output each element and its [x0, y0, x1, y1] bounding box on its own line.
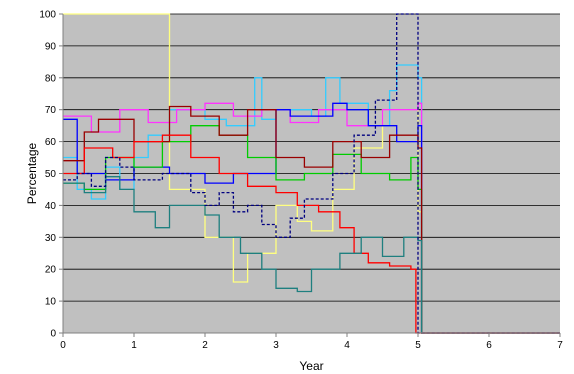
y-tick-label: 20 — [45, 265, 57, 276]
x-tick-label: 6 — [486, 340, 492, 351]
y-tick-label: 60 — [45, 137, 57, 148]
y-tick-label: 30 — [45, 233, 57, 244]
series-line-6 — [63, 105, 560, 334]
y-tick-labels: 0 10 20 30 40 50 60 70 80 90 100 — [39, 10, 63, 340]
series-line-4 — [63, 102, 560, 334]
series-line-2 — [63, 64, 560, 334]
y-tick-label: 40 — [45, 201, 57, 212]
y-tick-label: 70 — [45, 105, 57, 116]
series-lines — [63, 13, 560, 334]
x-tick-label: 7 — [557, 340, 563, 351]
series-line-5 — [63, 125, 560, 334]
y-tick-label: 90 — [45, 41, 57, 52]
y-tick-label: 100 — [39, 10, 56, 21]
x-tick-label: 4 — [344, 340, 350, 351]
series-line-7 — [63, 134, 560, 334]
x-tick-label: 2 — [202, 340, 208, 351]
x-tick-label: 5 — [415, 340, 421, 351]
x-tick-labels: 0 1 2 3 4 5 6 7 — [60, 333, 563, 351]
y-tick-label: 0 — [50, 329, 56, 340]
x-tick-label: 0 — [60, 340, 66, 351]
y-tick-label: 10 — [45, 297, 57, 308]
y-axis-title: Percentage — [25, 142, 39, 204]
series-line-3 — [63, 102, 560, 334]
x-axis-title: Year — [299, 359, 323, 373]
series-line-8 — [63, 176, 560, 334]
y-tick-label: 80 — [45, 73, 57, 84]
series-line-9 — [63, 13, 560, 334]
x-tick-label: 3 — [273, 340, 279, 351]
y-tick-label: 50 — [45, 169, 57, 180]
x-tick-label: 1 — [131, 340, 137, 351]
